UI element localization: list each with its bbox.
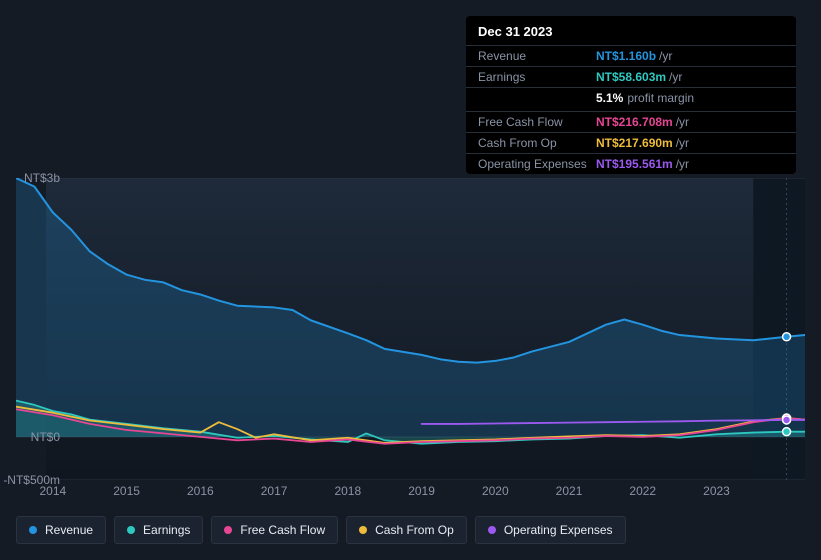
tooltip-row: Cash From OpNT$217.690m/yr <box>466 132 796 153</box>
tooltip-metric-label: Cash From Op <box>478 136 596 150</box>
tooltip-metric-value: NT$217.690m <box>596 136 673 150</box>
x-axis-label: 2016 <box>187 484 214 498</box>
tooltip-metric-value: NT$58.603m <box>596 70 666 84</box>
x-axis: 2014 2015 2016 2017 2018 2019 2020 2021 2022 2023 <box>16 484 805 500</box>
tooltip-row: Free Cash FlowNT$216.708m/yr <box>466 111 796 132</box>
tooltip-metric-value: NT$1.160b <box>596 49 656 63</box>
tooltip-metric-label: Earnings <box>478 70 596 84</box>
x-axis-label: 2021 <box>556 484 583 498</box>
financials-chart: NT$3bNT$0-NT$500m 2014201520162017201820… <box>16 160 805 500</box>
x-axis-label: 2017 <box>261 484 288 498</box>
x-axis-label: 2019 <box>408 484 435 498</box>
data-tooltip: Dec 31 2023 RevenueNT$1.160b/yrEarningsN… <box>466 16 796 174</box>
legend-item-opex[interactable]: Operating Expenses <box>475 516 626 544</box>
legend-label: Operating Expenses <box>504 523 613 537</box>
tooltip-row: EarningsNT$58.603m/yr <box>466 66 796 87</box>
x-axis-label: 2015 <box>113 484 140 498</box>
x-axis-label: 2020 <box>482 484 509 498</box>
tooltip-metric-unit: /yr <box>669 70 682 84</box>
tooltip-metric-label: Free Cash Flow <box>478 115 596 129</box>
legend-swatch-icon <box>127 526 135 534</box>
legend-item-revenue[interactable]: Revenue <box>16 516 106 544</box>
tooltip-metric-unit: /yr <box>659 49 672 63</box>
legend-item-cfo[interactable]: Cash From Op <box>346 516 467 544</box>
tooltip-metric-unit: /yr <box>676 136 689 150</box>
legend-label: Free Cash Flow <box>240 523 325 537</box>
tooltip-metric-unit: /yr <box>676 115 689 129</box>
x-axis-label: 2023 <box>703 484 730 498</box>
tooltip-metric-label: Revenue <box>478 49 596 63</box>
y-axis-label: NT$0 <box>31 430 60 444</box>
legend-swatch-icon <box>359 526 367 534</box>
x-axis-label: 2022 <box>629 484 656 498</box>
tooltip-date: Dec 31 2023 <box>466 16 796 45</box>
legend-label: Cash From Op <box>375 523 454 537</box>
plot-area[interactable] <box>16 178 805 480</box>
legend-item-fcf[interactable]: Free Cash Flow <box>211 516 338 544</box>
x-axis-label: 2018 <box>334 484 361 498</box>
legend: Revenue Earnings Free Cash Flow Cash From O… <box>16 516 626 544</box>
y-axis-label: NT$3b <box>24 171 60 185</box>
tooltip-profit-margin: 5.1% profit margin <box>466 87 796 111</box>
x-axis-label: 2014 <box>40 484 67 498</box>
legend-swatch-icon <box>29 526 37 534</box>
tooltip-row: RevenueNT$1.160b/yr <box>466 45 796 66</box>
legend-swatch-icon <box>488 526 496 534</box>
legend-label: Earnings <box>143 523 190 537</box>
legend-item-earnings[interactable]: Earnings <box>114 516 203 544</box>
tooltip-metric-value: NT$216.708m <box>596 115 673 129</box>
legend-swatch-icon <box>224 526 232 534</box>
legend-label: Revenue <box>45 523 93 537</box>
